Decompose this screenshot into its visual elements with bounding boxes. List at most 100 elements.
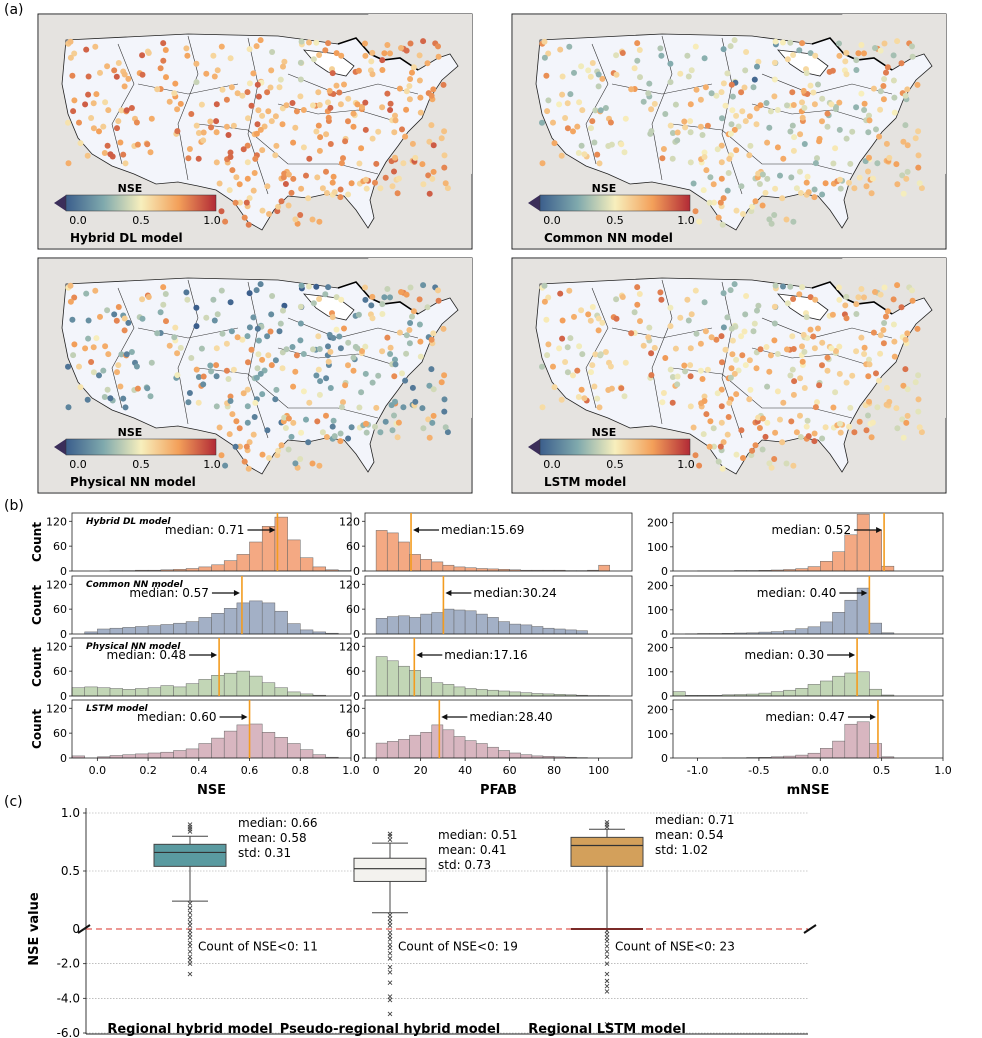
station-dot [417, 338, 424, 345]
count-label: Count of NSE<0: 23 [615, 939, 735, 953]
station-dot [819, 95, 826, 102]
station-dot [426, 434, 433, 441]
y-tick-label: 0.5 [61, 864, 80, 878]
station-dot [719, 465, 726, 472]
station-dot [322, 291, 329, 298]
station-dot [724, 70, 731, 77]
station-dot [870, 85, 877, 92]
station-dot [379, 104, 386, 111]
outlier-marker [387, 831, 393, 837]
station-dot [788, 174, 795, 181]
station-dot [233, 174, 240, 181]
histogram-bar [122, 689, 136, 697]
station-dot [341, 81, 347, 88]
station-dot [290, 383, 297, 390]
station-dot [160, 40, 167, 47]
map-panel-common: NSE 0.0 0.5 1.0 Common NN model [511, 13, 947, 250]
histogram-bar [375, 618, 388, 635]
histogram-frame [672, 512, 944, 572]
station-dot [837, 185, 844, 192]
station-dot [85, 335, 92, 342]
histogram-bar [453, 609, 466, 635]
station-dot [203, 314, 210, 321]
station-dot [674, 129, 681, 136]
station-dot [711, 443, 717, 450]
station-dot [392, 154, 398, 161]
station-dot [282, 181, 289, 187]
station-dot [340, 155, 346, 162]
station-dot [394, 434, 401, 441]
station-dot [250, 187, 257, 194]
histogram-bar [856, 671, 870, 697]
station-dot [784, 346, 790, 353]
box-stat: median: 0.66 [238, 816, 318, 830]
station-dot [587, 73, 594, 80]
histogram-bar [223, 672, 238, 697]
y-tick-label: 0 [72, 922, 80, 936]
station-dot [681, 118, 688, 125]
station-dot [873, 370, 879, 377]
station-dot [688, 311, 695, 318]
station-dot [801, 385, 808, 391]
station-dot [722, 102, 729, 109]
station-dot [793, 429, 800, 436]
station-dot [704, 366, 711, 373]
station-dot [869, 419, 876, 426]
histogram-bar [795, 688, 809, 697]
station-dot [846, 179, 852, 186]
station-dot [290, 419, 297, 426]
station-dot [363, 420, 369, 427]
station-dot [811, 101, 818, 108]
histogram-bar [476, 743, 488, 759]
station-dot [816, 382, 823, 389]
histogram-bar [795, 628, 809, 635]
outlier-marker [604, 1022, 610, 1027]
station-dot [777, 416, 783, 423]
station-dot [391, 373, 398, 380]
station-dot [855, 294, 862, 301]
station-dot [876, 377, 883, 384]
histogram-bar [223, 730, 238, 759]
histogram-bar [565, 629, 577, 635]
station-dot [377, 185, 384, 192]
box-iqr [570, 836, 644, 867]
station-dot [417, 94, 424, 101]
y-tick-label: 100 [647, 541, 668, 554]
histogram-frame [364, 575, 633, 635]
station-dot [720, 80, 727, 87]
histogram-frame [71, 699, 352, 759]
station-dot [728, 121, 735, 128]
histogram-bar [249, 675, 263, 697]
station-dot [336, 89, 343, 96]
y-tick-label: 120 [46, 702, 67, 715]
histogram-bar [464, 567, 477, 572]
y-tick-label: 0 [353, 628, 360, 641]
station-dot [684, 296, 691, 303]
station-dot [104, 307, 111, 314]
station-dot [780, 155, 787, 162]
station-dot [338, 404, 345, 411]
station-dot [345, 362, 351, 369]
histogram-bar [453, 566, 466, 572]
station-dot [133, 363, 140, 370]
station-dot [285, 171, 292, 178]
station-dot [909, 43, 915, 50]
station-dot [880, 83, 887, 89]
station-dot [96, 372, 102, 379]
station-dot [218, 43, 225, 50]
station-dot [269, 293, 276, 299]
station-dot [280, 307, 286, 314]
histogram-bar [261, 526, 276, 572]
outlier-marker [604, 944, 610, 949]
station-dot [756, 181, 763, 187]
station-dot [292, 460, 299, 467]
station-dot [621, 149, 628, 156]
station-dot [246, 80, 253, 87]
outlier-marker [387, 916, 393, 921]
station-dot [628, 86, 635, 93]
station-dot [883, 140, 890, 147]
histogram-bar [274, 610, 288, 635]
colorbar: NSE 0.0 0.5 1.0 Hybrid DL model [54, 182, 221, 245]
histogram-bar [387, 660, 399, 697]
